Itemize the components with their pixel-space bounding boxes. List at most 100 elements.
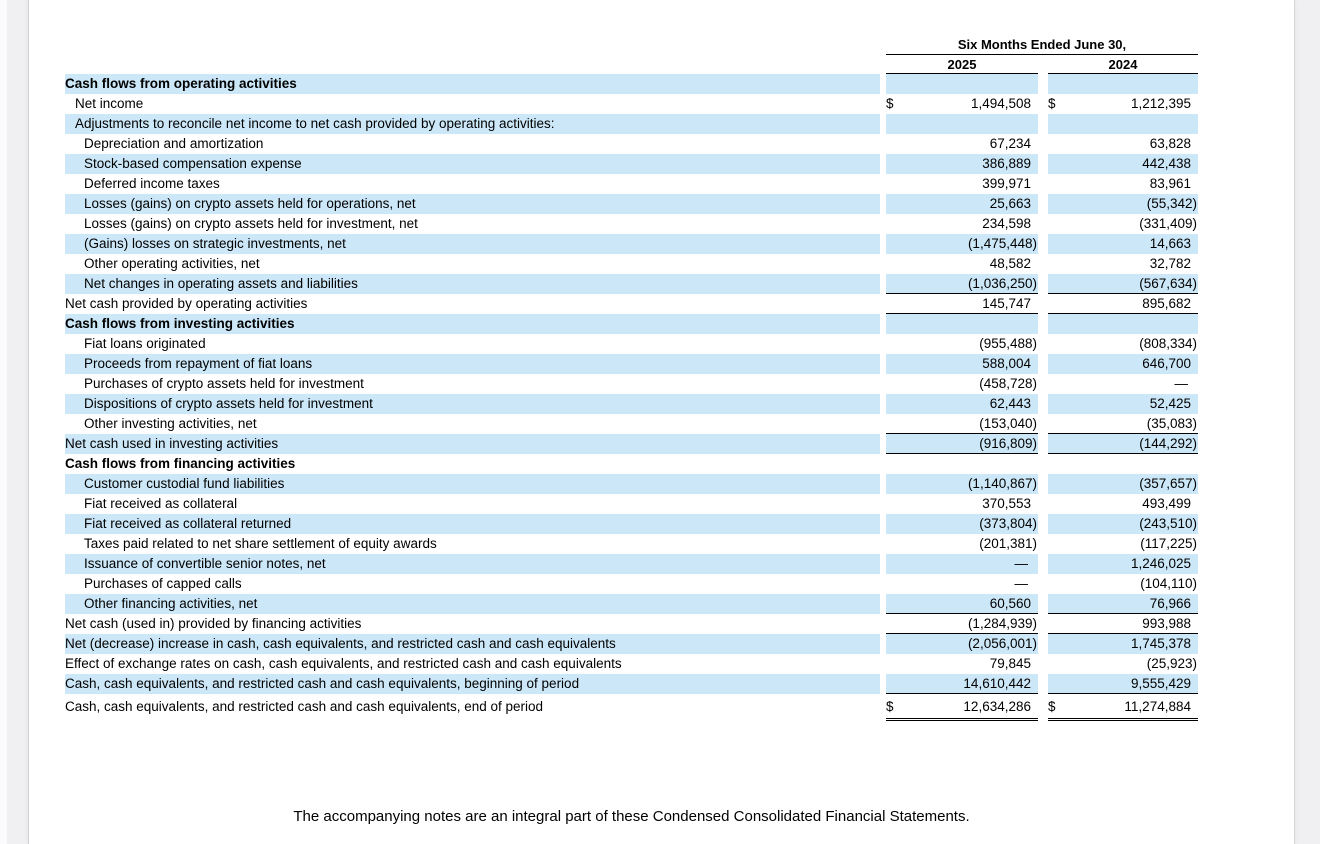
value-2024 — [1062, 113, 1198, 134]
dollar-sign-2025 — [886, 413, 900, 434]
row-label: Fiat received as collateral returned — [65, 513, 880, 534]
row-label: Losses (gains) on crypto assets held for… — [84, 216, 418, 231]
dollar-sign-2024 — [1048, 374, 1062, 394]
footer-note: The accompanying notes are an integral p… — [293, 808, 970, 825]
dollar-sign-2025 — [886, 393, 900, 414]
column-gap — [1038, 94, 1048, 114]
row-label: Adjustments to reconcile net income to n… — [65, 113, 880, 134]
value-2025: (1,475,448) — [900, 233, 1038, 254]
dollar-sign-2024 — [1048, 153, 1062, 174]
table-row: Issuance of convertible senior notes, ne… — [65, 553, 1198, 574]
row-label: Other investing activities, net — [84, 416, 257, 431]
value-2025 — [900, 113, 1038, 134]
column-gap — [1038, 353, 1048, 374]
value-2024: (331,409) — [1139, 216, 1197, 231]
value-2024: 993,988 — [1062, 613, 1198, 634]
value-2024: 493,499 — [1142, 496, 1191, 511]
value-2025: (1,284,939) — [900, 613, 1038, 634]
row-label: Proceeds from repayment of fiat loans — [65, 353, 880, 374]
dollar-sign-2024 — [1048, 214, 1062, 234]
value-2024: 52,425 — [1062, 393, 1198, 414]
value-2024: 442,438 — [1062, 153, 1198, 174]
dollar-sign-2025 — [886, 273, 900, 294]
column-gap — [1038, 673, 1048, 694]
row-label: Fiat loans originated — [84, 336, 206, 351]
table-row: (Gains) losses on strategic investments,… — [65, 233, 1198, 254]
row-label: Other financing activities, net — [65, 593, 880, 614]
dollar-sign-2024 — [1048, 73, 1062, 94]
row-label: Cash flows from operating activities — [65, 73, 880, 94]
dollar-sign-2025 — [886, 254, 900, 274]
dollar-sign-2024 — [1048, 613, 1062, 634]
value-2024: 32,782 — [1149, 256, 1191, 271]
row-label: Net income — [75, 96, 144, 111]
dollar-sign-2024 — [1048, 393, 1062, 414]
value-2024: 14,663 — [1062, 233, 1198, 254]
cash-flow-statement-table: Six Months Ended June 30, 2025 2024 Cash… — [65, 36, 1198, 721]
table-row: Effect of exchange rates on cash, cash e… — [65, 654, 1198, 674]
value-2024: (243,510) — [1062, 513, 1198, 534]
dollar-sign-2024 — [1048, 413, 1062, 434]
dollar-sign-2025 — [886, 574, 900, 594]
dollar-sign-2025 — [886, 153, 900, 174]
value-2024: (117,225) — [1140, 536, 1197, 551]
column-gap — [880, 273, 886, 294]
dollar-sign-2024 — [1048, 433, 1062, 454]
value-2025: 60,560 — [900, 593, 1038, 614]
column-gap — [1038, 513, 1048, 534]
value-2024: (567,634) — [1062, 273, 1198, 294]
dollar-sign-2024 — [1048, 593, 1062, 614]
row-label: Effect of exchange rates on cash, cash e… — [65, 656, 622, 671]
table-row: Cash flows from investing activities — [65, 313, 1198, 334]
value-2025: (373,804) — [900, 513, 1038, 534]
value-2024 — [1062, 454, 1198, 474]
dollar-sign-2024 — [1048, 473, 1062, 494]
dollar-sign-2024 — [1048, 134, 1062, 154]
row-label: Cash flows from investing activities — [65, 313, 880, 334]
column-gap — [1038, 414, 1048, 434]
row-label: Net cash (used in) provided by financing… — [65, 616, 362, 631]
value-2025: (1,140,867) — [900, 473, 1038, 494]
value-2024: (25,923) — [1146, 656, 1197, 671]
value-2025: (1,036,250) — [900, 273, 1038, 294]
dollar-sign-2025 — [886, 193, 900, 214]
year-2025-header: 2025 — [886, 54, 1038, 74]
column-gap — [880, 193, 886, 214]
value-2025: 67,234 — [989, 136, 1031, 151]
value-2024: 1,745,378 — [1062, 633, 1198, 654]
dollar-sign-2025 — [886, 633, 900, 654]
header-spacer — [65, 36, 880, 55]
column-gap — [880, 233, 886, 254]
value-2024: (808,334) — [1139, 336, 1197, 351]
table-row: Purchases of crypto assets held for inve… — [65, 374, 1198, 394]
row-label: Cash, cash equivalents, and restricted c… — [65, 699, 544, 714]
column-gap — [1038, 254, 1048, 274]
table-row: Depreciation and amortization 67,234 63,… — [65, 134, 1198, 154]
dollar-sign-2025 — [886, 534, 900, 554]
dollar-sign-2025: $ — [886, 96, 894, 111]
dollar-sign-2024: $ — [1048, 96, 1056, 111]
value-2025: (955,488) — [979, 336, 1037, 351]
dollar-sign-2024 — [1048, 113, 1062, 134]
value-2024 — [1062, 313, 1198, 334]
dollar-sign-2025 — [886, 174, 900, 194]
row-label: Losses (gains) on crypto assets held for… — [65, 193, 880, 214]
column-gap — [1038, 214, 1048, 234]
dollar-sign-2025 — [886, 113, 900, 134]
dollar-sign-2025 — [886, 214, 900, 234]
value-2025: 145,747 — [900, 293, 1038, 314]
row-label: Deferred income taxes — [84, 176, 220, 191]
value-2024: (35,083) — [1062, 413, 1198, 434]
row-label: Issuance of convertible senior notes, ne… — [65, 553, 880, 574]
table-row: Dispositions of crypto assets held for i… — [65, 393, 1198, 414]
row-label: Net (decrease) increase in cash, cash eq… — [65, 633, 880, 654]
dollar-sign-2025 — [886, 293, 900, 314]
value-2024 — [1062, 73, 1198, 94]
table-row: Net cash (used in) provided by financing… — [65, 613, 1198, 634]
dollar-sign-2025: $ — [886, 693, 900, 721]
table-row: Deferred income taxes 399,971 83,961 — [65, 174, 1198, 194]
year-header-row: 2025 2024 — [65, 54, 1198, 74]
dollar-sign-2025 — [886, 553, 900, 574]
dollar-sign-2024 — [1048, 553, 1062, 574]
column-gap — [1038, 534, 1048, 554]
